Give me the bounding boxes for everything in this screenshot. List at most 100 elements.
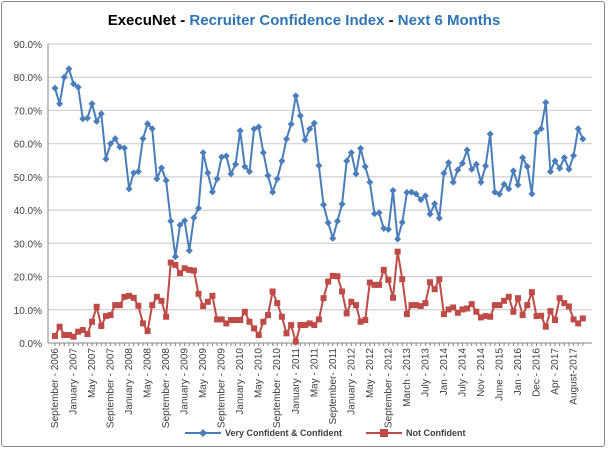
data-point-not-confident	[528, 289, 535, 296]
data-point-not-confident	[84, 331, 91, 338]
data-point-confident	[560, 154, 568, 162]
x-tick-label: May - 2011	[309, 348, 320, 398]
data-point-confident	[315, 162, 323, 170]
data-point-not-confident	[366, 279, 373, 286]
data-point-confident	[241, 163, 249, 171]
data-point-not-confident	[227, 317, 234, 324]
data-point-not-confident	[302, 322, 309, 329]
data-point-not-confident	[538, 312, 545, 319]
title-brand: ExecuNet	[107, 12, 177, 29]
data-point-not-confident	[320, 295, 327, 302]
y-tick-label: 40.0%	[14, 206, 42, 217]
data-point-confident	[412, 190, 420, 198]
data-point-confident	[148, 125, 156, 133]
data-point-confident	[366, 178, 374, 186]
data-point-confident	[579, 135, 587, 143]
data-point-not-confident	[292, 338, 299, 345]
data-point-confident	[204, 169, 212, 177]
x-tick-label: January - 2011	[291, 348, 302, 414]
data-point-not-confident	[440, 311, 447, 318]
data-point-confident	[134, 168, 142, 176]
data-point-confident	[472, 160, 480, 168]
data-point-not-confident	[269, 288, 276, 295]
data-point-not-confident	[394, 248, 401, 255]
data-point-not-confident	[251, 325, 258, 332]
data-point-not-confident	[264, 312, 271, 319]
data-point-not-confident	[334, 273, 341, 280]
data-point-not-confident	[524, 302, 531, 309]
data-point-not-confident	[454, 309, 461, 316]
square-marker-icon	[366, 429, 402, 437]
x-tick-label: May - 2007	[87, 348, 98, 398]
data-point-not-confident	[98, 323, 105, 330]
legend-item-not-confident: Not Confident	[366, 428, 465, 438]
data-point-not-confident	[422, 300, 429, 307]
data-point-confident	[111, 135, 119, 143]
data-point-not-confident	[93, 303, 100, 310]
data-point-confident	[296, 112, 304, 120]
data-point-not-confident	[186, 266, 193, 273]
data-point-not-confident	[510, 308, 517, 315]
data-point-not-confident	[561, 300, 568, 307]
data-point-confident	[185, 247, 193, 255]
data-point-confident	[120, 144, 128, 152]
data-point-not-confident	[385, 276, 392, 283]
data-point-confident	[60, 73, 68, 81]
x-tick-label: August-2017	[569, 348, 580, 405]
data-point-confident	[384, 225, 392, 233]
data-point-confident	[537, 125, 545, 133]
title-main: Recruiter Confidence Index	[189, 12, 385, 29]
data-point-confident	[486, 130, 494, 138]
data-point-not-confident	[56, 323, 63, 330]
data-point-not-confident	[232, 317, 239, 324]
data-point-confident	[292, 92, 300, 100]
y-tick-label: 20.0%	[14, 273, 42, 284]
data-point-not-confident	[542, 323, 549, 330]
data-point-confident	[338, 200, 346, 208]
data-point-not-confident	[246, 318, 253, 325]
data-point-confident	[93, 117, 101, 125]
x-tick-label: January - 2007	[69, 348, 80, 415]
data-point-not-confident	[177, 270, 184, 277]
data-point-not-confident	[519, 312, 526, 319]
x-tick-label: May - 2008	[143, 348, 154, 398]
data-point-not-confident	[436, 276, 443, 283]
y-tick-label: 90.0%	[14, 40, 42, 51]
data-point-not-confident	[311, 322, 318, 329]
data-point-confident	[542, 98, 550, 106]
data-point-confident	[417, 196, 425, 204]
data-point-not-confident	[153, 293, 160, 300]
title-separator: -	[176, 12, 190, 29]
data-point-not-confident	[579, 315, 586, 322]
data-point-confident	[65, 65, 73, 73]
data-point-confident	[477, 178, 485, 186]
x-tick-label: Jan - 2016	[513, 348, 524, 396]
data-point-confident	[176, 221, 184, 229]
data-point-not-confident	[389, 294, 396, 301]
data-point-not-confident	[376, 281, 383, 288]
data-point-confident	[222, 152, 230, 160]
data-point-confident	[509, 167, 517, 175]
data-point-confident	[167, 217, 175, 225]
data-point-confident	[449, 178, 457, 186]
data-point-confident	[264, 172, 272, 180]
x-tick-label: September - 2010	[272, 348, 283, 428]
data-point-not-confident	[325, 278, 332, 285]
data-point-not-confident	[408, 302, 415, 309]
data-point-confident	[463, 146, 471, 154]
data-point-confident	[157, 164, 165, 172]
data-point-confident	[236, 127, 244, 135]
data-point-confident	[213, 175, 221, 183]
data-point-not-confident	[431, 286, 438, 293]
data-point-not-confident	[427, 279, 434, 286]
data-point-not-confident	[61, 332, 68, 339]
data-point-not-confident	[477, 314, 484, 321]
data-point-confident	[320, 201, 328, 209]
data-point-not-confident	[450, 304, 457, 311]
data-point-not-confident	[552, 317, 559, 324]
data-point-not-confident	[556, 295, 563, 302]
data-point-not-confident	[352, 302, 359, 309]
diamond-marker-icon	[185, 429, 221, 437]
data-point-confident	[361, 163, 369, 171]
data-point-confident	[125, 185, 133, 193]
